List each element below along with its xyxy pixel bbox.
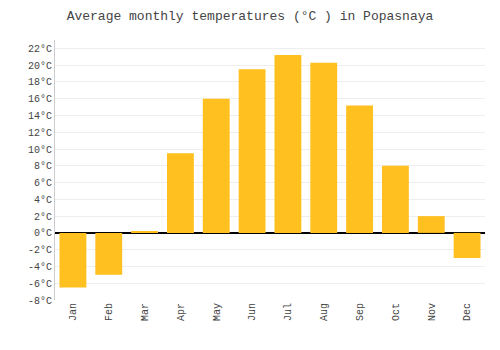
svg-text:10°C: 10°C — [28, 145, 52, 156]
svg-text:Oct: Oct — [391, 303, 402, 321]
svg-text:Feb: Feb — [104, 303, 115, 321]
svg-text:Dec: Dec — [462, 303, 473, 321]
svg-text:12°C: 12°C — [28, 128, 52, 139]
svg-text:May: May — [212, 303, 223, 321]
svg-text:16°C: 16°C — [28, 94, 52, 105]
svg-text:-4°C: -4°C — [28, 262, 52, 273]
svg-text:Jul: Jul — [283, 303, 294, 321]
svg-text:18°C: 18°C — [28, 77, 52, 88]
svg-text:-6°C: -6°C — [28, 279, 52, 290]
svg-text:Jan: Jan — [68, 303, 79, 321]
svg-text:0°C: 0°C — [34, 228, 52, 239]
svg-text:-8°C: -8°C — [28, 296, 52, 307]
svg-text:8°C: 8°C — [34, 161, 52, 172]
svg-text:Nov: Nov — [427, 303, 438, 321]
svg-text:22°C: 22°C — [28, 44, 52, 55]
svg-text:Mar: Mar — [140, 303, 151, 321]
svg-text:Aug: Aug — [319, 303, 330, 321]
svg-text:20°C: 20°C — [28, 61, 52, 72]
svg-text:-2°C: -2°C — [28, 245, 52, 256]
svg-text:4°C: 4°C — [34, 195, 52, 206]
svg-text:6°C: 6°C — [34, 178, 52, 189]
svg-text:2°C: 2°C — [34, 212, 52, 223]
svg-text:Average monthly temperatures (: Average monthly temperatures (°C ) in Po… — [67, 9, 434, 24]
svg-text:Sep: Sep — [355, 303, 366, 321]
svg-text:Apr: Apr — [176, 303, 187, 321]
svg-text:14°C: 14°C — [28, 111, 52, 122]
svg-text:Jun: Jun — [247, 303, 258, 321]
